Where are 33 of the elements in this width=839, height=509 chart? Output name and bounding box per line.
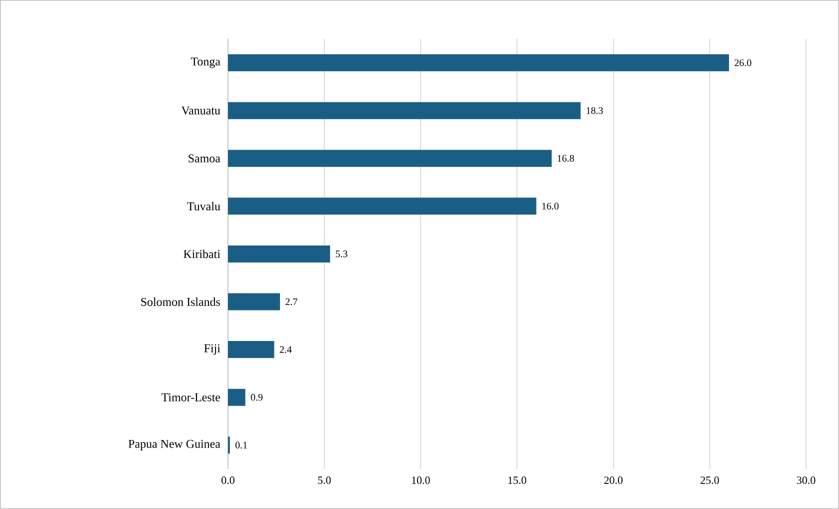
x-tick-label: 25.0 [700,476,719,484]
y-tick-label: Papua New Guinea [128,440,220,450]
data-label: 0.9 [250,394,263,401]
bar [228,388,246,406]
bar [228,293,280,310]
data-label: 16.8 [558,155,574,162]
bar [228,102,581,120]
bar [228,198,536,215]
y-tick-label: Tuvalu [187,202,220,210]
x-tick-label: 15.0 [508,476,526,484]
x-tick-label: 20.0 [604,476,623,484]
x-tick-label: 5.0 [318,476,331,484]
bar [228,246,330,263]
x-tick-label: 0.0 [222,476,234,484]
y-tick-label: Samoa [188,154,220,162]
data-label: 26.0 [734,59,752,66]
data-label: 16.0 [542,202,559,210]
data-label: 2.7 [286,298,298,306]
y-tick-label: Vanuatu [181,106,220,115]
data-label: 18.3 [586,107,603,114]
y-tick-label: Fiji [204,344,220,355]
data-label: 2.4 [280,346,292,353]
bar [228,150,552,167]
data-label: 5.3 [336,250,348,258]
y-tick-label: Solomon Islands [141,298,220,306]
data-label: 0.1 [235,442,247,449]
bar [228,341,274,358]
y-tick-label: Timor-Leste [162,393,220,402]
bar [228,54,730,72]
x-tick-label: 10.0 [412,476,430,484]
y-tick-label: Kiribati [184,250,220,258]
x-tick-label: 30.0 [797,476,816,484]
y-tick-label: Tonga [190,58,220,68]
